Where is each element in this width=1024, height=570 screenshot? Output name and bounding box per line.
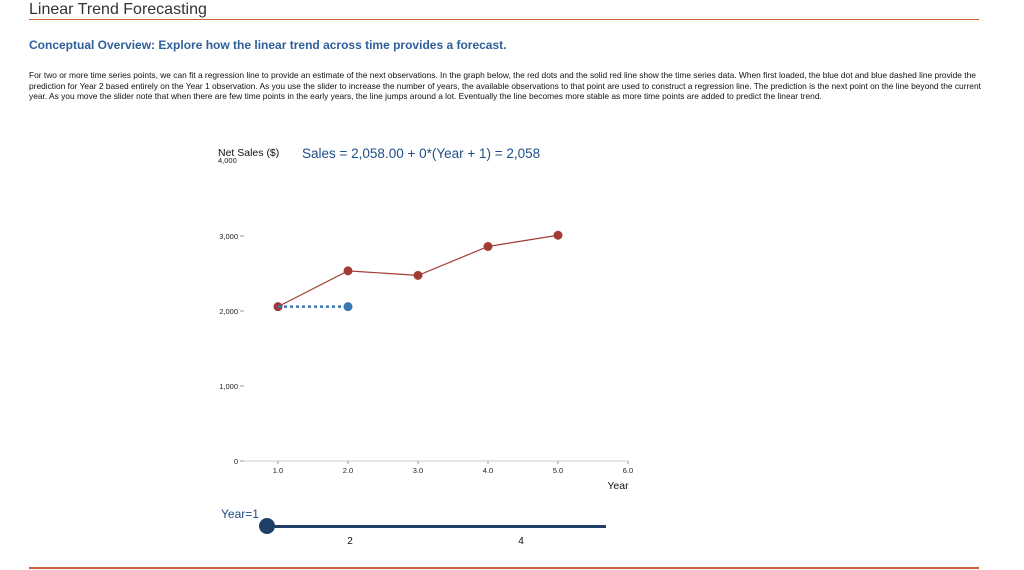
y-tick-label: 0: [234, 457, 238, 466]
x-tick-label: 3.0: [413, 466, 423, 475]
year-slider-handle[interactable]: [259, 518, 275, 534]
x-tick-label: 4.0: [483, 466, 493, 475]
regression-equation: Sales = 2,058.00 + 0*(Year + 1) = 2,058: [302, 146, 541, 161]
y-tick-label: 3,000: [219, 232, 238, 241]
x-tick-label: 2.0: [343, 466, 353, 475]
slider-tick-label: 4: [518, 536, 524, 547]
series-point: [483, 242, 493, 251]
overview-paragraph: For two or more time series points, we c…: [29, 70, 981, 101]
x-tick-label: 5.0: [553, 466, 563, 475]
slider-tick-label: 2: [347, 536, 353, 547]
prediction-point: [343, 302, 353, 312]
series-point: [413, 270, 423, 280]
x-axis-label: Year: [607, 480, 629, 492]
x-tick-label: 1.0: [273, 466, 283, 475]
y-tick-label: 4,000: [218, 156, 237, 165]
series-point: [343, 266, 353, 276]
y-tick-label: 1,000: [219, 382, 238, 391]
y-tick-label: 2,000: [219, 307, 238, 316]
bottom-divider: [29, 567, 979, 569]
title-divider: [29, 19, 979, 20]
series-point: [553, 230, 563, 240]
section-subtitle: Conceptual Overview: Explore how the lin…: [29, 38, 507, 52]
app-title: Linear Trend Forecasting: [29, 1, 207, 18]
y-axis-label: Net Sales ($): [218, 147, 280, 159]
year-slider-track[interactable]: [267, 525, 606, 528]
trend-chart: 0 1,000 2,000 3,000 4,000 1.0 2.0 3.0 4.0 5.0 6.0 Y…: [218, 156, 633, 492]
x-tick-label: 6.0: [623, 466, 633, 475]
slider-value-label: Year=1: [221, 507, 259, 521]
